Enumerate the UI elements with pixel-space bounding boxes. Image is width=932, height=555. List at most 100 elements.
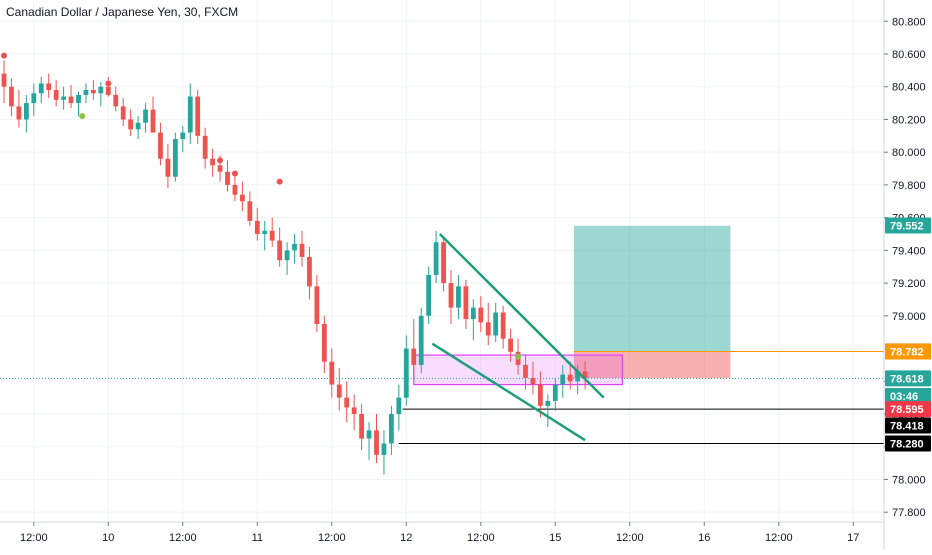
y-tick-label: 79.200 [892,278,926,290]
x-tick-label: 12:00 [318,532,346,544]
candle-body [463,286,469,320]
candle-body [485,322,491,336]
price-label-badge [885,388,931,404]
price-label-badge [885,401,931,418]
y-tick-label: 78.000 [892,474,926,486]
candle-body [344,397,350,408]
candle-body [53,90,59,100]
candles [1,52,588,475]
candle-body [262,230,268,234]
candle-body [98,86,104,94]
x-tick-label: 10 [102,532,114,544]
candle-body [172,139,178,177]
x-tick-label: 12:00 [765,532,793,544]
x-tick-label: 16 [698,532,710,544]
candle-body [411,348,417,365]
candle-body [292,243,297,251]
candle-body [9,86,14,107]
candle-body [254,220,260,234]
price-label-badge [885,417,931,434]
candle-body [232,184,238,195]
candle-body [150,109,156,133]
candle-body [426,274,432,316]
candle-body [165,158,171,177]
candle-body [16,106,22,120]
candle-body [396,397,402,414]
y-tick-label: 79.800 [892,180,926,192]
candle-body [389,414,394,444]
candle-body [381,443,387,455]
candle-body [493,312,499,336]
grid [0,0,884,522]
x-tick-label: 12:00 [169,532,197,544]
candle-body [83,90,89,95]
candle-body [113,94,119,107]
candle-body [456,286,461,308]
candle-body [470,307,476,320]
candle-body [433,242,439,275]
candle-body [418,315,424,365]
candle-body [68,96,74,104]
trendline [438,233,605,399]
candle-body [560,374,566,385]
candle-body [314,286,320,324]
candle-body [448,283,454,308]
candle-body [478,307,484,323]
candle-body [575,371,581,382]
fractal-marker [79,113,86,120]
candle-body [441,242,446,284]
x-tick-label: 12:00 [20,532,48,544]
candle-body [210,158,215,166]
y-tick-label: 80.600 [892,49,926,61]
price-label-text: 03:46 [890,391,918,403]
candle-body [202,135,208,159]
price-label-text: 78.418 [890,420,924,432]
candle-body [545,400,551,406]
candle-body [269,230,275,241]
horizontal-lines [0,350,884,444]
candle-body [508,338,513,352]
candle-body [299,243,305,257]
price-label-badge [885,370,931,387]
x-tick-label: 12:00 [616,532,644,544]
candle-body [500,312,506,339]
candle-body [76,94,81,104]
x-tick-label: 12:00 [467,532,495,544]
price-label-text: 78.782 [890,346,924,358]
candle-body [180,132,186,140]
candle-body [523,364,528,378]
price-axis-background [884,0,932,550]
candle-body [552,384,558,401]
candle-body [187,96,193,133]
candle-body [530,378,536,385]
candle-body [403,348,409,398]
price-label-text: 79.552 [890,220,924,232]
candle-body [351,407,357,414]
candle-body [105,86,111,95]
candle-body [31,93,37,104]
candle-body [38,83,44,94]
x-tick-label: 17 [847,532,859,544]
candle-body [538,384,543,406]
position-zones [413,225,731,386]
trendline [431,342,586,442]
y-tick-label: 80.400 [892,82,926,94]
y-tick-label: 80.000 [892,147,926,159]
fractal-marker [105,80,112,87]
candle-body [120,106,126,120]
x-tick-label: 11 [252,532,263,544]
stop-loss-zone [573,351,731,378]
y-tick-label: 77.800 [892,507,926,519]
fractal-marker [1,52,7,59]
fractal-marker [515,353,522,360]
fractal-marker [276,178,283,185]
take-profit-zone [573,225,731,352]
y-tick-label: 79.000 [892,311,926,323]
price-label-badge [885,435,931,452]
candle-body [135,122,141,130]
candle-body [143,109,148,123]
y-tick-label: 80.200 [892,114,926,126]
